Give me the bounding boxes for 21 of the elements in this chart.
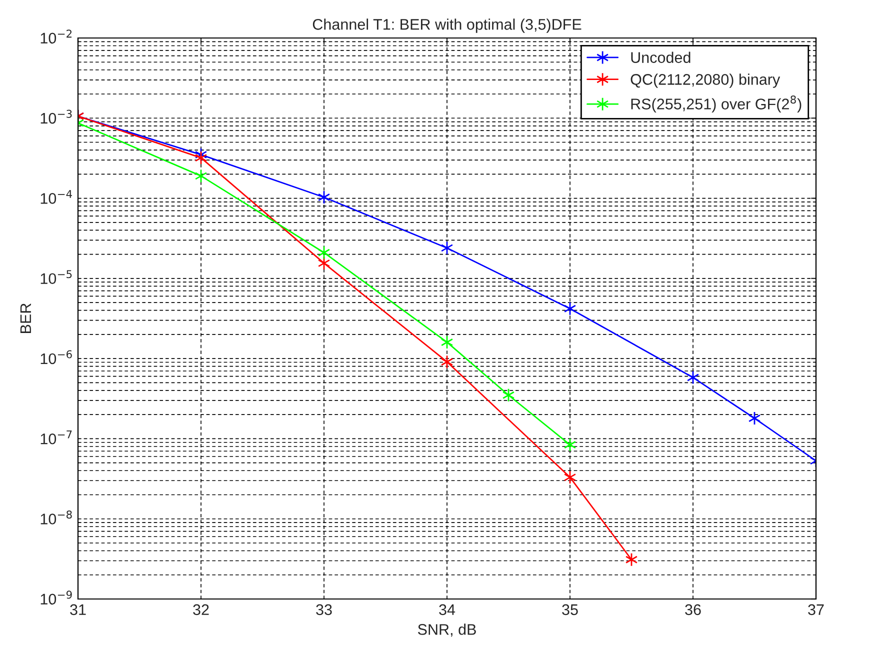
y-tick-label: 10$^{−5}$ <box>40 270 72 284</box>
x-tick-label: 31 <box>70 604 86 616</box>
legend-label: Uncoded <box>631 52 690 63</box>
x-tick-label: 36 <box>685 604 701 616</box>
y-axis-title: BER <box>20 304 31 333</box>
x-tick-label: 32 <box>193 604 209 616</box>
y-tick-label: 10$^{−8}$ <box>40 510 72 524</box>
y-tick-label: 10$^{−6}$ <box>40 350 72 364</box>
x-tick-label: 35 <box>562 604 578 616</box>
y-tick-label: 10$^{−4}$ <box>40 190 72 204</box>
chart-title: Channel T1: BER with optimal (3,5)DFE <box>312 18 582 33</box>
x-tick-label: 37 <box>808 604 824 616</box>
x-tick-label: 33 <box>316 604 332 616</box>
legend-label: RS(255,251) over GF(2$^{8}$) <box>631 96 802 112</box>
x-axis-title: SNR, dB <box>418 624 476 637</box>
y-tick-label: 10$^{−7}$ <box>40 430 72 444</box>
x-tick-label: 34 <box>439 604 456 616</box>
y-tick-label: 10$^{−3}$ <box>40 110 72 124</box>
y-tick-label: 10$^{−9}$ <box>40 590 72 605</box>
y-tick-label: 10$^{−2}$ <box>40 30 72 44</box>
legend-label: QC(2112,2080) binary <box>630 74 780 88</box>
